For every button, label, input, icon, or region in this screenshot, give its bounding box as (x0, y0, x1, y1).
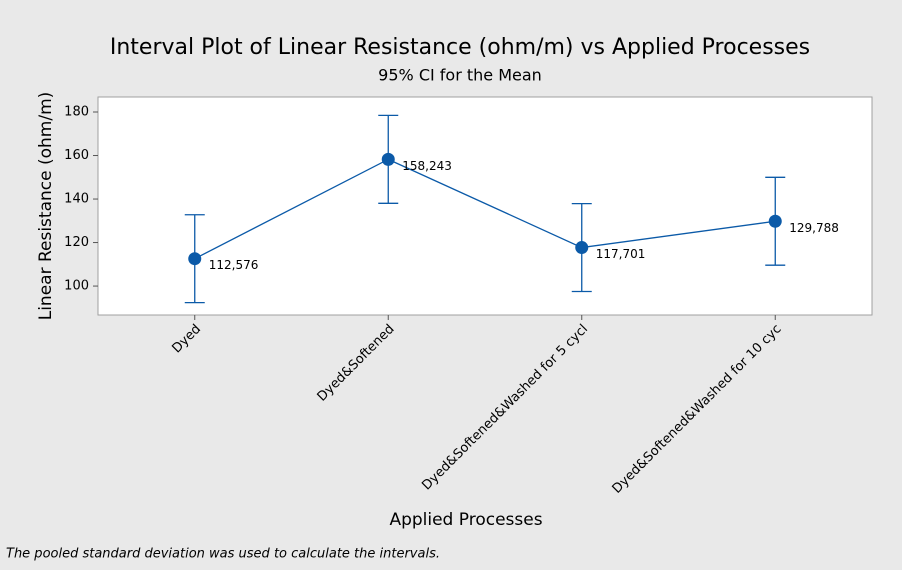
y-axis-label: Linear Resistance (ohm/m) (36, 92, 56, 321)
chart-subtitle: 95% CI for the Mean (378, 66, 542, 85)
mean-marker (768, 214, 782, 228)
mean-line (194, 158, 776, 260)
mean-marker (575, 241, 589, 255)
y-tick-label: 140 (64, 192, 89, 207)
data-label: 129,788 (789, 221, 839, 235)
y-tick-label: 120 (64, 235, 89, 250)
mean-marker (381, 152, 395, 166)
data-label: 112,576 (209, 258, 259, 272)
mean-marker (188, 252, 202, 266)
y-tick-label: 100 (64, 279, 89, 294)
y-tick-label: 180 (64, 105, 89, 120)
y-tick-label: 160 (64, 148, 89, 163)
data-label: 158,243 (402, 159, 452, 173)
chart-title: Interval Plot of Linear Resistance (ohm/… (110, 35, 810, 60)
data-label: 117,701 (596, 247, 646, 261)
x-axis-label: Applied Processes (389, 510, 542, 530)
footnote: The pooled standard deviation was used t… (6, 547, 440, 562)
plot-area (97, 96, 873, 316)
